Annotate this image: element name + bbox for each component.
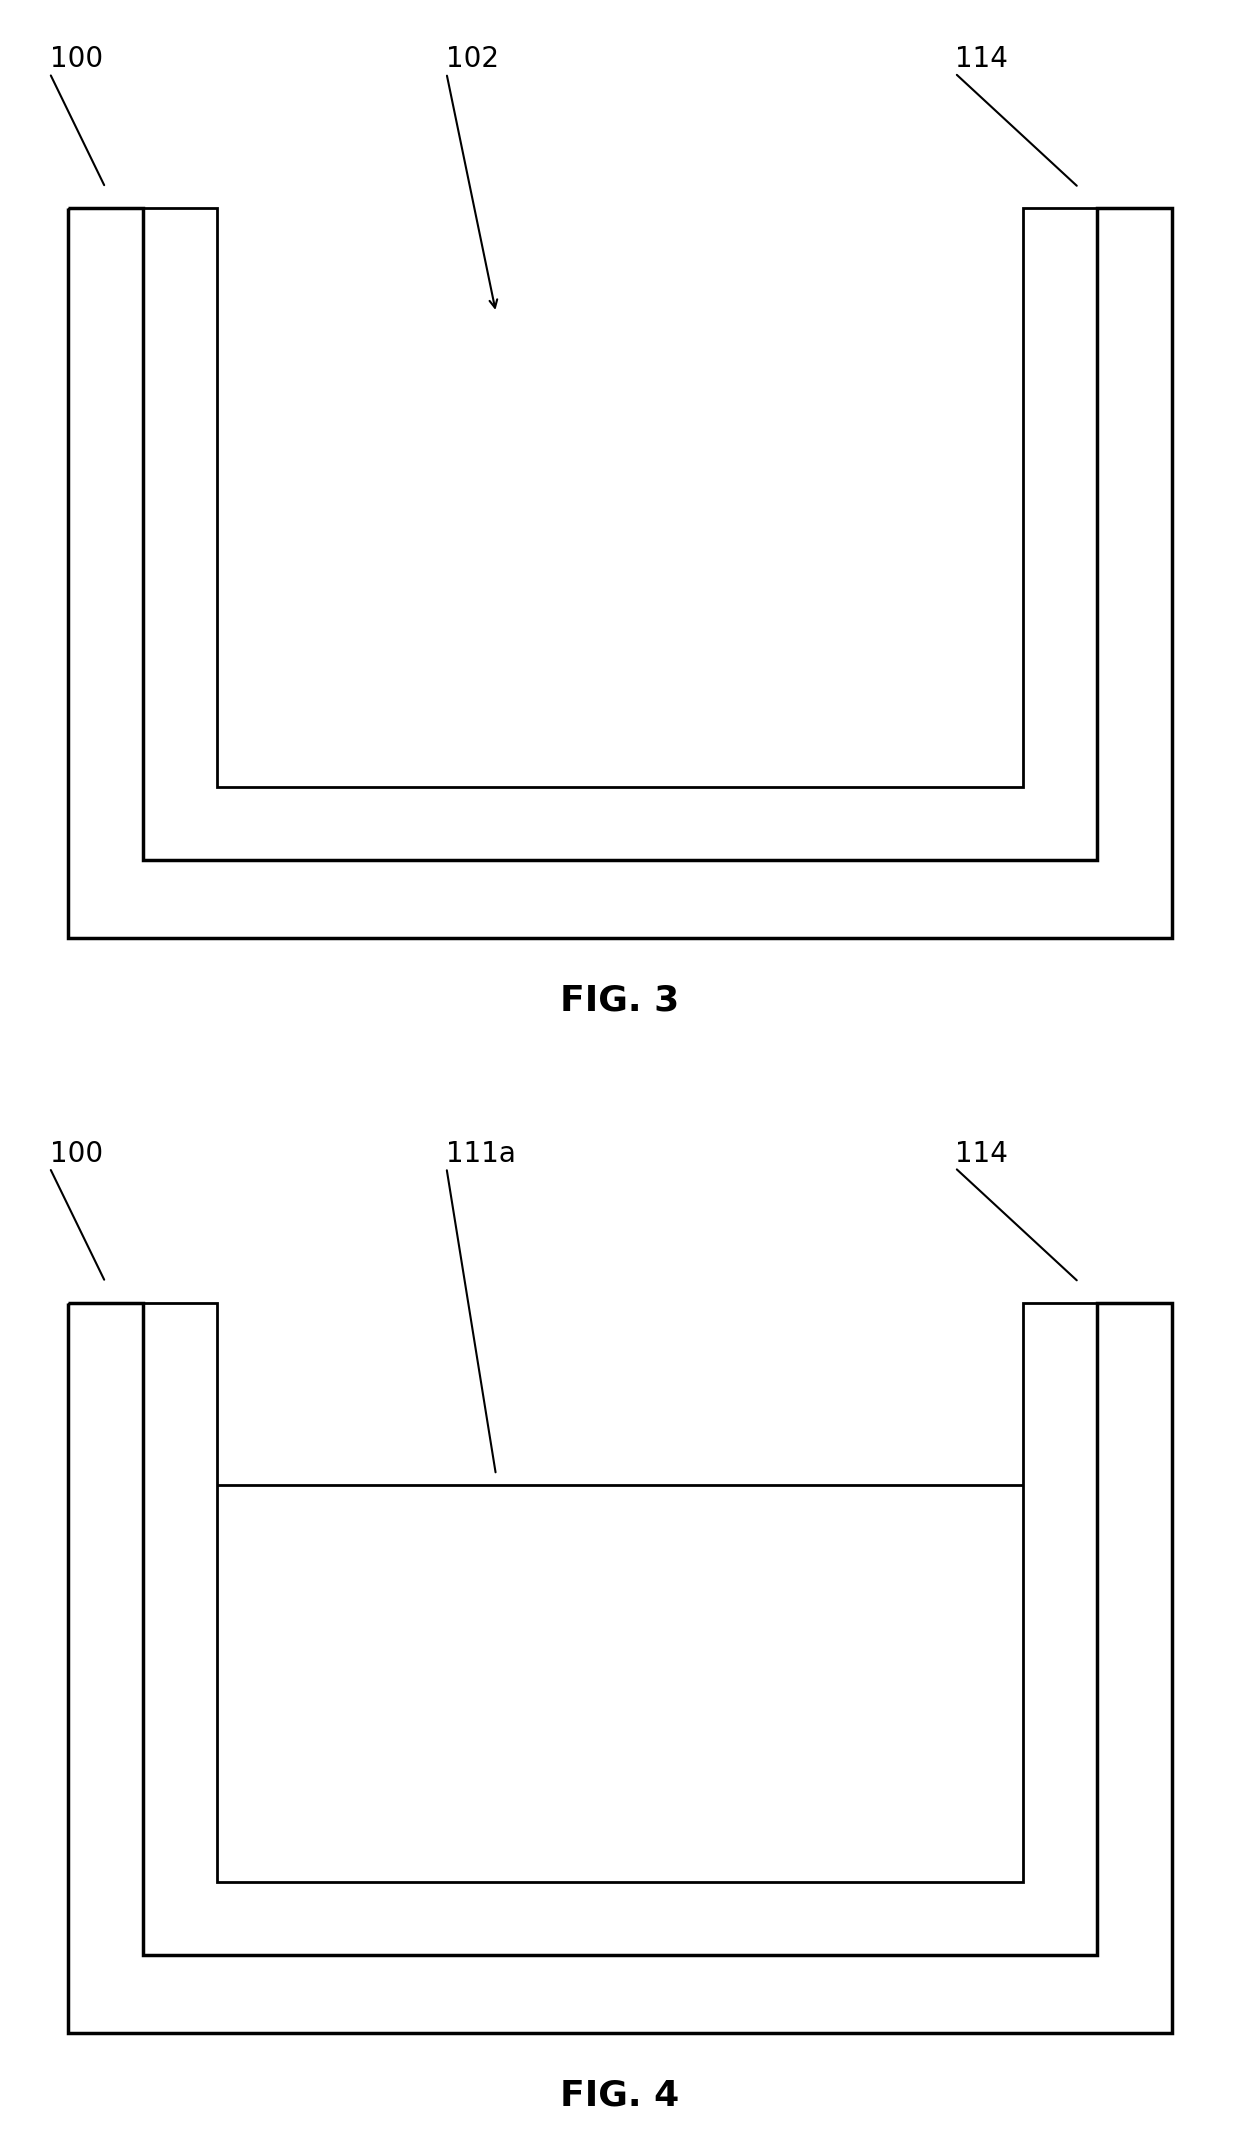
Text: 100: 100: [50, 1139, 103, 1167]
Text: 114: 114: [955, 45, 1008, 73]
Text: FIG. 3: FIG. 3: [560, 983, 680, 1017]
Text: 102: 102: [446, 45, 500, 73]
Text: 111a: 111a: [446, 1139, 516, 1167]
Text: 114: 114: [955, 1139, 1008, 1167]
Text: 100: 100: [50, 45, 103, 73]
Text: FIG. 4: FIG. 4: [560, 2079, 680, 2111]
